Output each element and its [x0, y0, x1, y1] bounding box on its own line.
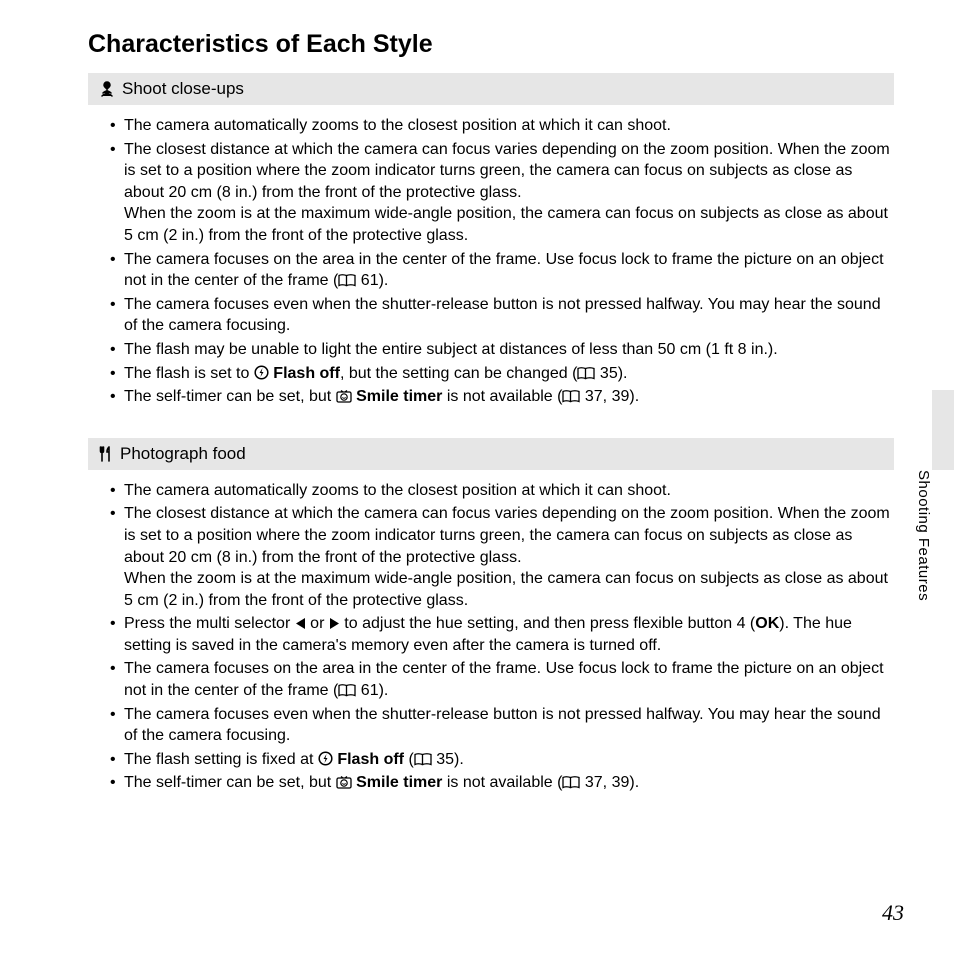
- food-icon: [98, 446, 114, 462]
- bullets-closeups: The camera automatically zooms to the cl…: [88, 115, 894, 408]
- section-title-closeups: Shoot close-ups: [122, 79, 244, 99]
- smile-timer-icon: [336, 775, 352, 789]
- list-item: The flash is set to Flash off, but the s…: [110, 363, 894, 385]
- list-item: The camera automatically zooms to the cl…: [110, 115, 894, 137]
- right-arrow-icon: [329, 617, 340, 630]
- book-icon: [562, 390, 580, 403]
- side-tab: [932, 390, 954, 470]
- list-item: The flash setting is fixed at Flash off …: [110, 749, 894, 771]
- page-content: Characteristics of Each Style Shoot clos…: [0, 0, 954, 794]
- left-arrow-icon: [295, 617, 306, 630]
- section-food: Photograph food The camera automatically…: [88, 438, 894, 794]
- list-item: The camera automatically zooms to the cl…: [110, 480, 894, 502]
- section-closeups: Shoot close-ups The camera automatically…: [88, 73, 894, 408]
- book-icon: [338, 274, 356, 287]
- section-header-food: Photograph food: [88, 438, 894, 470]
- list-item: The self-timer can be set, but Smile tim…: [110, 386, 894, 408]
- book-icon: [414, 753, 432, 766]
- list-item: The closest distance at which the camera…: [110, 503, 894, 611]
- section-title-food: Photograph food: [120, 444, 246, 464]
- list-item: The camera focuses on the area in the ce…: [110, 658, 894, 701]
- bullets-food: The camera automatically zooms to the cl…: [88, 480, 894, 794]
- list-item: The camera focuses even when the shutter…: [110, 294, 894, 337]
- list-item: The flash may be unable to light the ent…: [110, 339, 894, 361]
- side-label: Shooting Features: [915, 470, 932, 601]
- book-icon: [577, 367, 595, 380]
- smile-timer-icon: [336, 389, 352, 403]
- list-item: The camera focuses even when the shutter…: [110, 704, 894, 747]
- list-item: The self-timer can be set, but Smile tim…: [110, 772, 894, 794]
- flash-off-icon: [318, 751, 333, 766]
- list-item: Press the multi selector or to adjust th…: [110, 613, 894, 656]
- flash-off-icon: [254, 365, 269, 380]
- list-item: The camera focuses on the area in the ce…: [110, 249, 894, 292]
- book-icon: [562, 776, 580, 789]
- page-number: 43: [882, 900, 904, 926]
- closeup-icon: [98, 81, 116, 97]
- page-title: Characteristics of Each Style: [88, 30, 894, 59]
- section-header-closeups: Shoot close-ups: [88, 73, 894, 105]
- list-item: The closest distance at which the camera…: [110, 139, 894, 247]
- book-icon: [338, 684, 356, 697]
